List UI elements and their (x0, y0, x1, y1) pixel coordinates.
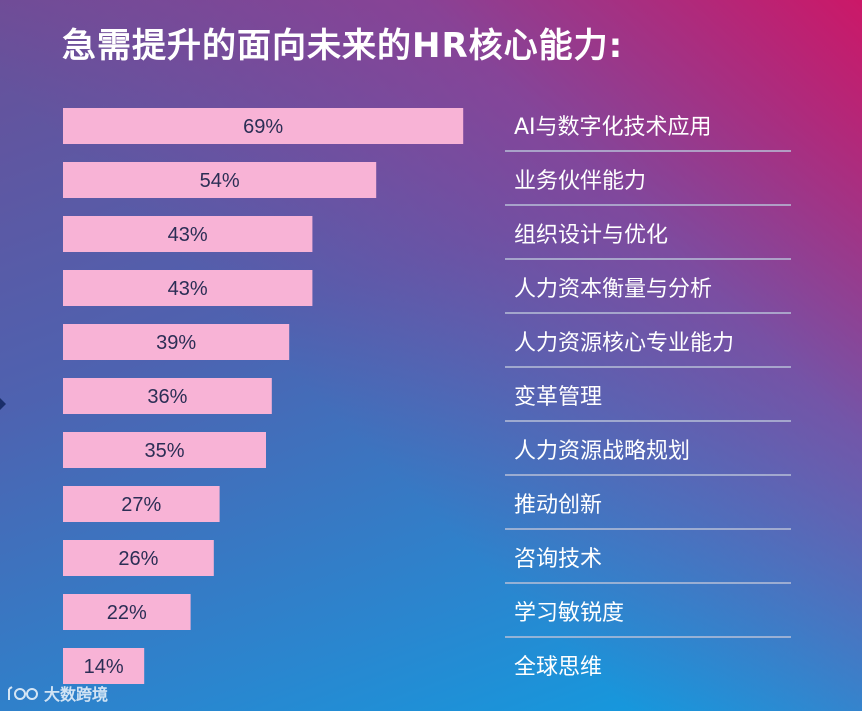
category-label: 推动创新 (514, 493, 602, 518)
bar (63, 432, 266, 468)
bar-value-label: 35% (144, 440, 184, 462)
bar-value-label: 43% (168, 224, 208, 246)
bar-value-label: 27% (121, 494, 161, 516)
watermark: 大数跨境 (6, 681, 108, 705)
category-label: 人力资源战略规划 (514, 439, 690, 464)
watermark-logo-icon (8, 686, 38, 700)
bar (63, 324, 290, 360)
bar-value-label: 22% (107, 602, 147, 624)
bar (63, 648, 145, 684)
bar-value-label: 69% (243, 116, 283, 138)
bar-value-label: 14% (84, 656, 124, 678)
category-label: 人力资本衡量与分析 (514, 277, 712, 302)
page-title: 急需提升的面向未来的HR核心能力: (62, 26, 624, 66)
bar-value-label: 43% (168, 278, 208, 300)
category-label: 全球思维 (514, 655, 602, 680)
category-label: 组织设计与优化 (514, 223, 668, 248)
bar (63, 270, 313, 306)
bar (63, 378, 272, 414)
bar (63, 594, 191, 630)
category-label: 人力资源核心专业能力 (514, 331, 734, 356)
bar (63, 540, 214, 576)
category-label: 变革管理 (514, 385, 602, 410)
bar (63, 108, 464, 144)
bar (63, 486, 220, 522)
category-label: 学习敏锐度 (514, 601, 624, 626)
bar-value-label: 36% (147, 386, 187, 408)
bar (63, 216, 313, 252)
category-label: AI与数字化技术应用 (514, 115, 712, 140)
bar-value-label: 26% (118, 548, 158, 570)
bar-value-label: 54% (200, 170, 240, 192)
slide-marker-icon (0, 398, 6, 410)
category-label: 咨询技术 (514, 547, 602, 572)
bar (63, 162, 377, 198)
watermark-text: 大数跨境 (44, 685, 109, 704)
category-label: 业务伙伴能力 (514, 169, 646, 194)
bar-value-label: 39% (156, 332, 196, 354)
